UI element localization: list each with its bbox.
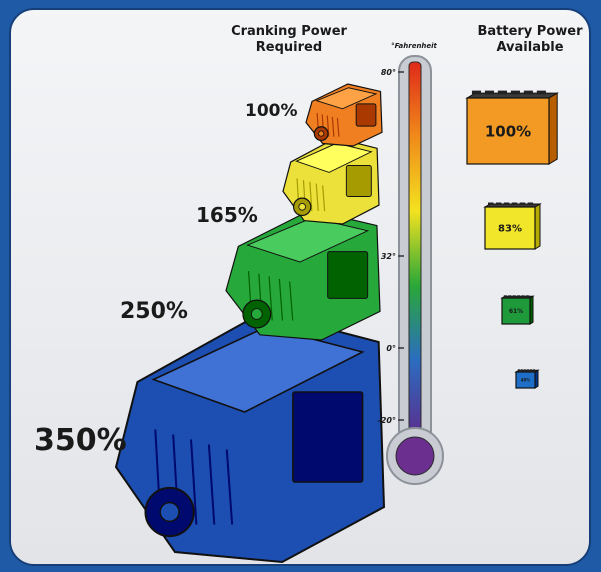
engine-rib <box>190 439 198 525</box>
engine-rib <box>207 444 216 525</box>
battery-cell-cap <box>536 90 546 95</box>
battery-label: 83% <box>498 224 522 235</box>
engine-pulley-hub <box>250 308 263 320</box>
battery-label: 61% <box>509 308 523 315</box>
battery-cell-cap <box>511 202 518 205</box>
engine-rib <box>268 276 273 321</box>
battery-cell-cap <box>488 202 494 205</box>
tick-label-80: 80° <box>381 68 396 77</box>
battery-side <box>548 92 558 165</box>
engine-rib <box>315 183 319 212</box>
engine-100-percent <box>305 83 383 147</box>
battery-cell-cap <box>508 295 512 297</box>
engine-manifold <box>355 103 377 127</box>
engine-rib <box>225 449 234 525</box>
battery-cell-cap <box>503 295 507 297</box>
battery-61-percent: 61% <box>500 295 535 325</box>
thermometer-column <box>408 61 422 435</box>
tick-label-minus20: -20° <box>378 416 396 425</box>
battery-cell-cap <box>529 369 532 371</box>
battery-100-percent: 100% <box>465 90 560 165</box>
battery-heading-line2: Available <box>496 40 563 55</box>
engine-label-100: 100% <box>245 101 298 121</box>
engine-pulley-hub <box>298 203 306 211</box>
battery-cell-cap <box>517 369 520 371</box>
battery-label: 40% <box>521 377 531 382</box>
battery-cell-cap <box>471 90 482 95</box>
engine-rib <box>336 118 340 137</box>
cranking-heading-line1: Cranking Power <box>231 24 347 39</box>
battery-front <box>484 206 536 250</box>
battery-cell-cap <box>484 90 494 95</box>
engine-valve-cover <box>246 217 370 263</box>
engine-rib <box>289 281 294 321</box>
engine-label-350: 350% <box>34 423 127 458</box>
engine-rib <box>278 278 284 321</box>
engine-rib <box>331 116 335 137</box>
engine-pulley-hub <box>318 130 325 137</box>
engine-label-165: 165% <box>196 203 258 227</box>
engine-manifold <box>327 251 369 299</box>
fahrenheit-unit-label: °Fahrenheit <box>391 42 437 50</box>
battery-cell-cap <box>503 202 510 205</box>
engine-350-percent <box>114 310 386 564</box>
battery-side <box>534 203 541 250</box>
thermometer-bulb <box>395 436 435 476</box>
engine-valve-cover <box>315 87 378 110</box>
engine-rib <box>322 185 326 212</box>
engine-165-percent <box>282 137 380 225</box>
engine-label-250: 250% <box>120 299 188 324</box>
battery-front <box>501 297 531 325</box>
tick-label-32: 32° <box>381 252 396 261</box>
battery-83-percent: 83% <box>483 202 542 250</box>
engine-rib <box>309 181 313 212</box>
battery-cell-cap <box>512 295 516 297</box>
engine-manifold <box>292 391 364 483</box>
engine-manifold <box>345 165 372 197</box>
battery-40-percent: 40% <box>514 369 540 389</box>
engine-valve-cover <box>295 142 373 173</box>
battery-cell-cap <box>517 295 521 297</box>
battery-cell-cap <box>521 295 525 297</box>
cranking-heading-line2: Required <box>256 40 322 55</box>
thermometer: 80° 32° 0° -20° <box>378 55 444 485</box>
battery-cell-cap <box>520 369 523 371</box>
engine-valve-cover <box>151 326 365 413</box>
battery-cell-cap <box>510 90 520 95</box>
battery-cell-cap <box>526 369 529 371</box>
battery-heading-line1: Battery Power <box>477 24 583 39</box>
battery-front <box>515 371 536 389</box>
battery-cell-cap <box>495 202 502 205</box>
battery-cell-cap <box>497 90 507 95</box>
engine-250-percent <box>225 209 381 341</box>
battery-cell-cap <box>532 369 535 371</box>
tick-label-0: 0° <box>386 344 396 353</box>
battery-front <box>466 97 550 165</box>
battery-cell-cap <box>525 295 530 297</box>
engine-pulley-hub <box>159 501 180 523</box>
battery-cell-cap <box>519 202 526 205</box>
battery-cell-cap <box>527 202 534 205</box>
battery-cell-cap <box>523 369 526 371</box>
battery-cell-cap <box>523 90 533 95</box>
battery-label: 100% <box>485 122 531 140</box>
